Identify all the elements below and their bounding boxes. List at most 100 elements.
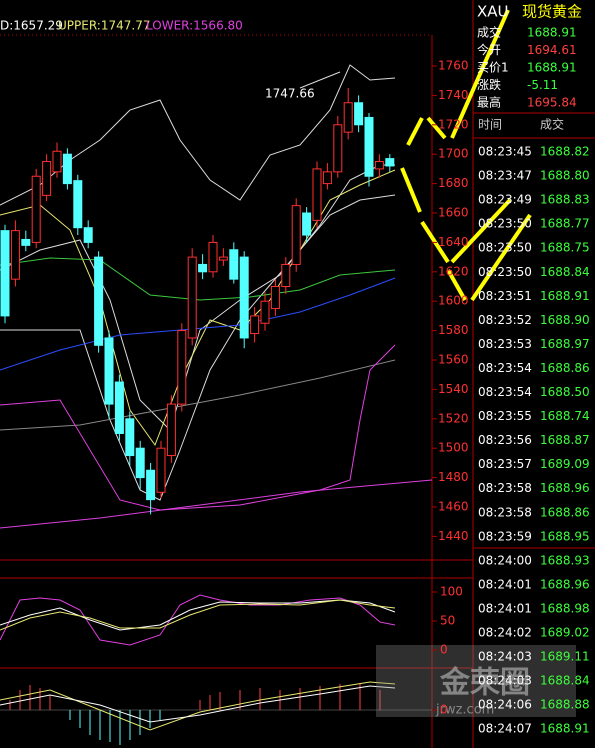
candle-body xyxy=(94,256,104,346)
trade-price: 1688.88 xyxy=(540,698,590,712)
trade-time: 08:24:07 xyxy=(478,722,532,736)
candle-body xyxy=(260,300,270,324)
price-tick-label: 1440 xyxy=(438,529,469,543)
trade-price: 1689.11 xyxy=(540,650,590,664)
candle-body xyxy=(52,150,62,173)
trade-time: 08:23:55 xyxy=(478,409,532,423)
trade-time: 08:23:52 xyxy=(478,313,532,327)
quote-label: 买价1 xyxy=(477,61,509,75)
trade-price: 1688.74 xyxy=(540,409,590,423)
trade-time: 08:23:58 xyxy=(478,481,532,495)
price-tick-label: 1480 xyxy=(438,470,469,484)
candle-body xyxy=(302,212,312,236)
upper-band xyxy=(0,64,396,206)
ma-magenta xyxy=(0,344,396,511)
price-tick-label: 1660 xyxy=(438,206,469,220)
price-tick-label: 1640 xyxy=(438,235,469,249)
trade-price: 1688.75 xyxy=(540,241,590,255)
trade-price: 1688.96 xyxy=(540,577,590,591)
osc-yellow xyxy=(0,599,396,631)
arrow xyxy=(470,213,532,302)
candle-body xyxy=(343,102,353,133)
quote-label: 涨跌 xyxy=(477,77,501,92)
macd-hist-neg xyxy=(69,710,161,745)
arrow xyxy=(446,269,467,301)
ma-yellow xyxy=(0,169,396,447)
candle-body xyxy=(312,168,322,221)
price-tick-label: 1580 xyxy=(438,323,469,337)
candle-body xyxy=(31,175,41,243)
candle-body xyxy=(385,158,395,167)
oscillator-lines xyxy=(0,594,396,646)
trade-time: 08:23:47 xyxy=(478,169,532,183)
trade-time: 08:23:54 xyxy=(478,385,532,399)
watermark-site: jrwz.com xyxy=(435,703,494,718)
trade-time: 08:23:49 xyxy=(478,193,532,207)
candle-body xyxy=(239,256,249,339)
trade-time: 08:23:51 xyxy=(478,289,532,303)
quote-value: 1688.91 xyxy=(527,61,577,75)
price-tick-label: 1720 xyxy=(438,117,469,131)
price-tick-label: 1620 xyxy=(438,264,469,278)
arrow xyxy=(450,9,510,139)
trend-line xyxy=(0,479,433,529)
signal-line xyxy=(0,685,396,723)
trade-price: 1688.91 xyxy=(540,289,590,303)
osc-tick-label: 0 xyxy=(440,643,448,657)
price-tick-label: 1500 xyxy=(438,441,469,455)
arrow xyxy=(426,116,447,140)
trade-time: 08:23:45 xyxy=(478,145,532,159)
trade-price: 1688.96 xyxy=(540,481,590,495)
candle-body xyxy=(208,241,218,273)
trade-time: 08:23:50 xyxy=(478,217,532,231)
trade-price: 1688.98 xyxy=(540,601,590,615)
trade-time: 08:23:59 xyxy=(478,529,532,543)
candle-body xyxy=(354,102,364,126)
macd-line xyxy=(0,681,396,731)
candle-body xyxy=(291,205,301,265)
quote-value: 1694.61 xyxy=(527,43,577,57)
trade-price: 1688.90 xyxy=(540,313,590,327)
indicator-upper: UPPER:1747.77 xyxy=(58,19,150,33)
peak-annotation: 1747.66 xyxy=(265,87,315,101)
candle-body xyxy=(62,153,72,185)
candle-body xyxy=(187,256,197,339)
candle-body xyxy=(281,263,291,288)
trade-time: 08:24:02 xyxy=(478,626,532,640)
arrow xyxy=(406,117,424,146)
trade-price: 1689.09 xyxy=(540,457,590,471)
candle-body xyxy=(270,286,280,310)
trade-price: 1688.80 xyxy=(540,169,590,183)
candle-body xyxy=(198,263,208,273)
trade-price: 1688.84 xyxy=(540,674,590,688)
trade-time: 08:24:06 xyxy=(478,698,532,712)
candle-body xyxy=(156,447,166,493)
trade-price: 1688.97 xyxy=(540,337,590,351)
trade-time: 08:24:01 xyxy=(478,577,532,591)
price-tick-label: 1700 xyxy=(438,147,469,161)
watermark-brand: 金荣圈 xyxy=(439,666,530,701)
price-tick-label: 1600 xyxy=(438,294,469,308)
candle-body xyxy=(135,447,145,479)
trade-price: 1688.82 xyxy=(540,145,590,159)
indicator-mid: D:1657.29 xyxy=(0,19,63,33)
middle-band xyxy=(0,164,395,431)
candle-body xyxy=(125,418,135,457)
candle-body xyxy=(229,249,239,280)
trade-price: 1688.50 xyxy=(540,385,590,399)
indicator-lines xyxy=(0,64,433,529)
candle-body xyxy=(374,161,384,170)
peak-tail xyxy=(299,71,341,89)
osc-magenta xyxy=(0,594,396,646)
price-tick-label: 1520 xyxy=(438,411,469,425)
trade-price: 1688.84 xyxy=(540,265,590,279)
osc-tick-label: 50 xyxy=(440,614,455,628)
watermark-box xyxy=(376,645,576,717)
ma-blue xyxy=(0,277,396,371)
candle-body xyxy=(166,403,176,457)
ma-gray xyxy=(0,359,396,431)
symbol: XAU xyxy=(477,3,509,21)
trade-price: 1688.83 xyxy=(540,193,590,207)
price-tick-label: 1460 xyxy=(438,500,469,514)
